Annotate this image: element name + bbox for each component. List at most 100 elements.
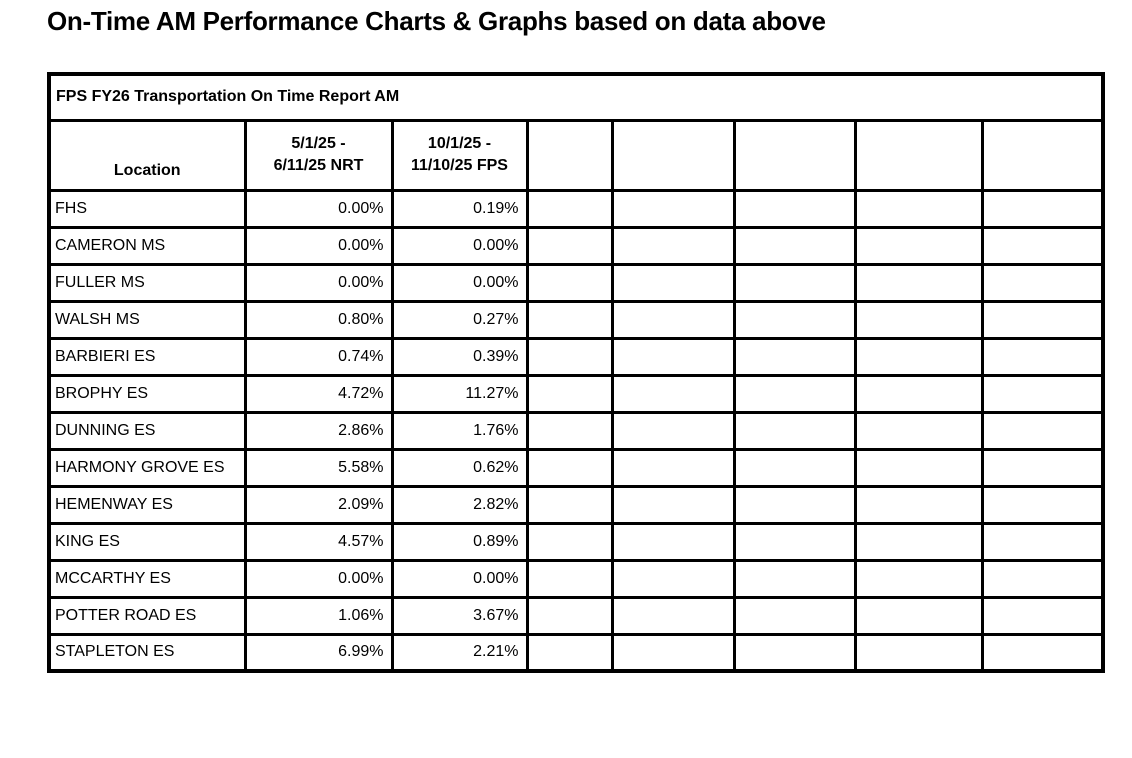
empty-cell [732, 447, 857, 488]
report-table: FPS FY26 Transportation On Time Report A… [47, 72, 1106, 673]
empty-cell [610, 447, 736, 488]
empty-cell [853, 225, 984, 266]
empty-cell [980, 632, 1105, 673]
empty-cell [732, 521, 857, 562]
col-header-location: Location [47, 118, 247, 192]
location-cell: HARMONY GROVE ES [47, 447, 247, 488]
empty-header-cell [732, 118, 857, 192]
location-cell: KING ES [47, 521, 247, 562]
fps-value-cell: 0.19% [390, 188, 529, 229]
empty-header-cell [853, 118, 984, 192]
empty-cell [980, 595, 1105, 636]
empty-cell [610, 373, 736, 414]
table-row: DUNNING ES 2.86% 1.76% [47, 410, 1105, 451]
empty-cell [853, 595, 984, 636]
empty-cell [980, 262, 1105, 303]
table-row: STAPLETON ES 6.99% 2.21% [47, 632, 1105, 673]
fps-value-cell: 0.00% [390, 262, 529, 303]
empty-cell [853, 521, 984, 562]
table-row: MCCARTHY ES 0.00% 0.00% [47, 558, 1105, 599]
empty-cell [610, 262, 736, 303]
empty-cell [980, 447, 1105, 488]
empty-cell [980, 225, 1105, 266]
empty-cell [525, 558, 614, 599]
nrt-value-cell: 0.74% [243, 336, 394, 377]
empty-cell [853, 188, 984, 229]
empty-cell [525, 447, 614, 488]
table-row: WALSH MS 0.80% 0.27% [47, 299, 1105, 340]
empty-cell [525, 632, 614, 673]
nrt-value-cell: 4.57% [243, 521, 394, 562]
empty-header-cell [525, 118, 614, 192]
table-row: FHS 0.00% 0.19% [47, 188, 1105, 229]
page-title: On-Time AM Performance Charts & Graphs b… [47, 6, 826, 36]
empty-header-cell [610, 118, 736, 192]
location-cell: HEMENWAY ES [47, 484, 247, 525]
nrt-value-cell: 2.09% [243, 484, 394, 525]
location-cell: BROPHY ES [47, 373, 247, 414]
empty-cell [853, 447, 984, 488]
fps-value-cell: 1.76% [390, 410, 529, 451]
empty-cell [853, 632, 984, 673]
location-cell: MCCARTHY ES [47, 558, 247, 599]
location-cell: STAPLETON ES [47, 632, 247, 673]
empty-cell [525, 336, 614, 377]
empty-cell [853, 410, 984, 451]
empty-cell [610, 410, 736, 451]
empty-cell [732, 410, 857, 451]
table-header-row: Location 5/1/25 - 6/11/25 NRT 10/1/25 - … [47, 118, 1105, 192]
empty-cell [525, 188, 614, 229]
empty-cell [980, 299, 1105, 340]
empty-cell [732, 262, 857, 303]
empty-cell [610, 299, 736, 340]
table-title-row: FPS FY26 Transportation On Time Report A… [47, 72, 1105, 122]
table-row: BARBIERI ES 0.74% 0.39% [47, 336, 1105, 377]
nrt-value-cell: 0.00% [243, 558, 394, 599]
empty-cell [853, 484, 984, 525]
empty-cell [525, 484, 614, 525]
location-cell: FHS [47, 188, 247, 229]
nrt-value-cell: 0.00% [243, 188, 394, 229]
empty-cell [980, 336, 1105, 377]
empty-cell [732, 225, 857, 266]
empty-cell [525, 225, 614, 266]
fps-value-cell: 0.00% [390, 225, 529, 266]
nrt-value-cell: 0.00% [243, 262, 394, 303]
location-cell: WALSH MS [47, 299, 247, 340]
location-cell: POTTER ROAD ES [47, 595, 247, 636]
fps-value-cell: 3.67% [390, 595, 529, 636]
empty-cell [610, 484, 736, 525]
fps-value-cell: 2.82% [390, 484, 529, 525]
fps-value-cell: 2.21% [390, 632, 529, 673]
empty-cell [525, 521, 614, 562]
location-cell: CAMERON MS [47, 225, 247, 266]
fps-value-cell: 0.62% [390, 447, 529, 488]
table-row: HARMONY GROVE ES 5.58% 0.62% [47, 447, 1105, 488]
fps-value-cell: 0.27% [390, 299, 529, 340]
empty-cell [732, 484, 857, 525]
empty-cell [610, 336, 736, 377]
empty-cell [525, 299, 614, 340]
table-row: HEMENWAY ES 2.09% 2.82% [47, 484, 1105, 525]
table-row: KING ES 4.57% 0.89% [47, 521, 1105, 562]
fps-value-cell: 0.00% [390, 558, 529, 599]
empty-cell [853, 336, 984, 377]
table-row: CAMERON MS 0.00% 0.00% [47, 225, 1105, 266]
empty-cell [732, 336, 857, 377]
fps-value-cell: 0.89% [390, 521, 529, 562]
nrt-value-cell: 0.80% [243, 299, 394, 340]
empty-cell [732, 595, 857, 636]
empty-header-cell [980, 118, 1105, 192]
col-header-nrt: 5/1/25 - 6/11/25 NRT [243, 118, 394, 192]
empty-cell [610, 188, 736, 229]
empty-cell [610, 595, 736, 636]
empty-cell [732, 373, 857, 414]
empty-cell [610, 558, 736, 599]
empty-cell [525, 410, 614, 451]
nrt-value-cell: 4.72% [243, 373, 394, 414]
nrt-value-cell: 5.58% [243, 447, 394, 488]
empty-cell [732, 188, 857, 229]
empty-cell [732, 632, 857, 673]
empty-cell [980, 410, 1105, 451]
empty-cell [980, 521, 1105, 562]
